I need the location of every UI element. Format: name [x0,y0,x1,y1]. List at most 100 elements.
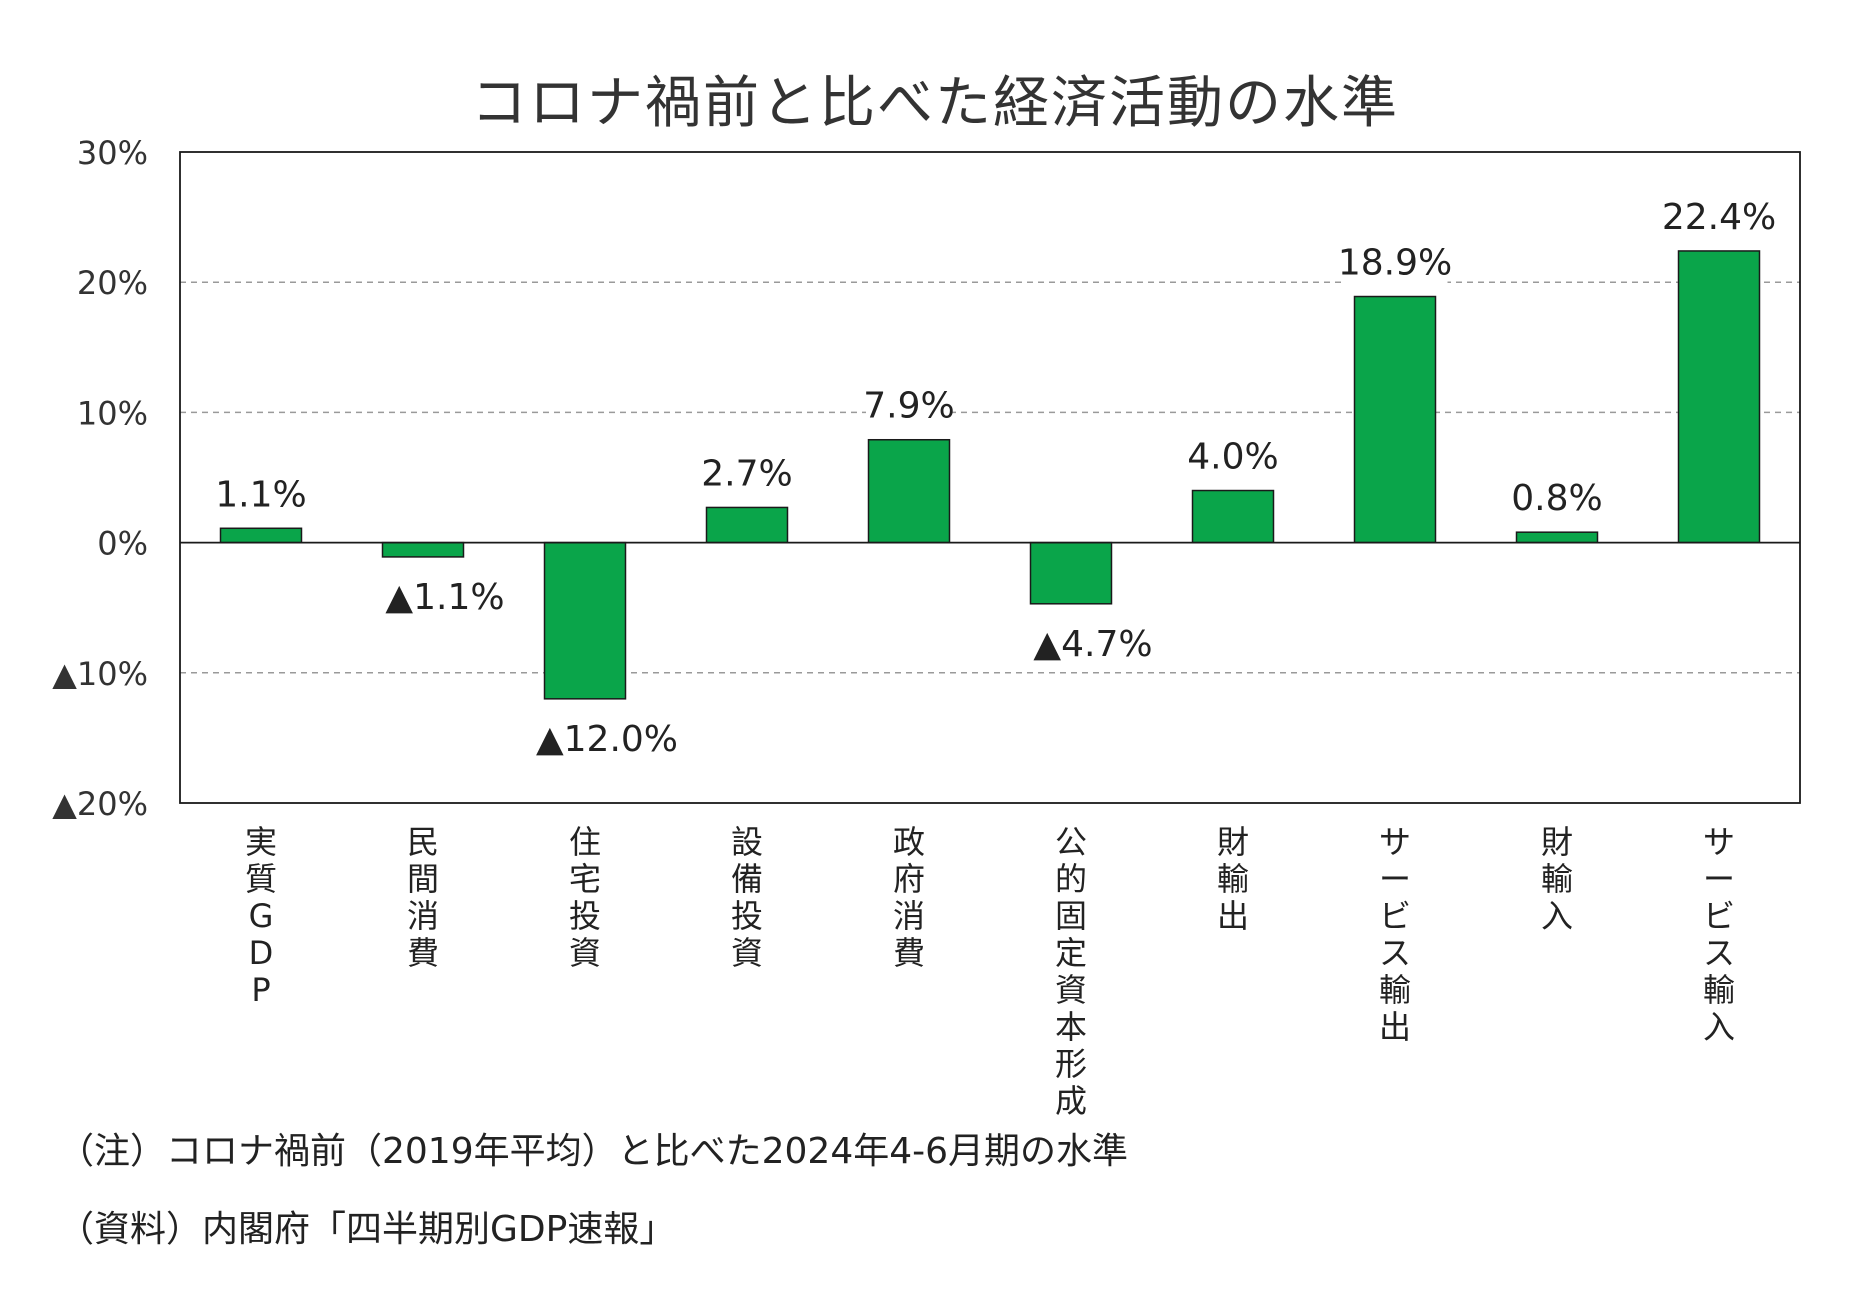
category-label: 民間消費 [407,823,439,972]
data-label: ▲12.0% [536,719,678,760]
category-char: 資 [731,934,763,972]
bar [1029,541,1113,605]
category-char: 資 [1055,971,1087,1009]
category-char: 形 [1055,1045,1087,1083]
bar [1353,295,1437,544]
data-label: ▲1.1% [385,577,504,618]
category-label: 住宅投資 [569,823,601,972]
category-label: 実質 G D P [245,823,277,1009]
category-char: 備 [731,860,763,898]
y-tick-label: 30% [77,134,148,172]
category-char: 費 [407,934,439,972]
data-label: 7.9% [863,386,954,427]
plot-border [179,151,1801,804]
category-char: ビ [1379,897,1411,935]
data-label: 18.9% [1338,243,1452,284]
y-tick-label: 0% [97,525,148,563]
category-char: 住 [569,823,601,861]
category-char: ビ [1703,897,1735,935]
category-char: 消 [407,897,439,935]
category-char: 府 [893,860,925,898]
bar [381,541,465,558]
category-char: D [249,934,274,972]
category-char: 政 [893,823,925,861]
category-char: 財 [1217,823,1249,861]
data-label-bg [545,716,669,761]
category-char: 資 [569,934,601,972]
category-char: 民 [407,823,439,861]
y-tick-label: 10% [77,394,148,432]
category-char: 投 [569,897,601,935]
category-char: 質 [245,860,277,898]
chart-title: コロナ禍前と比べた経済活動の水準 [471,71,1399,136]
bar [1677,250,1761,544]
bar [543,541,627,700]
labels: 30% 20% 10% 0% ▲10% ▲20% 1.1% 実質 G D P ▲1.1% 民間消費 ▲12… [52,134,1776,1120]
category-char: 輸 [1541,860,1573,898]
category-char: P [251,971,270,1009]
category-char: 出 [1217,897,1249,935]
footnote: （注）コロナ禍前（2019年平均）と比べた2024年4-6月期の水準 [58,1131,1129,1172]
category-label: 財輸出 [1217,823,1249,935]
axes [179,151,1801,804]
data-label: 2.7% [701,453,792,494]
data-label: 4.0% [1187,437,1278,478]
bar [1191,489,1275,544]
category-char: 的 [1055,860,1087,898]
y-tick-label: ▲20% [52,785,148,823]
y-tick-label: 20% [77,264,148,302]
category-char: 投 [731,897,763,935]
category-char: ー [1379,860,1411,898]
y-tick-label: ▲10% [52,655,148,693]
data-label: 22.4% [1662,197,1776,238]
category-char: 設 [731,823,763,861]
data-label: 0.8% [1511,478,1602,519]
category-char: 宅 [569,860,601,898]
category-char: 定 [1055,934,1087,972]
category-char: ス [1703,934,1735,972]
category-char: 入 [1703,1008,1735,1046]
bar [705,506,789,544]
data-label-bg [392,574,498,619]
category-label: サービス輸入 [1703,823,1735,1046]
category-char: ス [1379,934,1411,972]
category-char: 入 [1541,897,1573,935]
category-char: 輸 [1217,860,1249,898]
category-char: 輸 [1379,971,1411,1009]
data-label-bg [1666,194,1772,239]
category-char: 費 [893,934,925,972]
bar [219,527,303,544]
data-label-bg [704,451,790,496]
data-label-bg [1190,434,1276,479]
source-note: （資料）内閣府「四半期別GDP速報」 [58,1209,676,1250]
data-label: 1.1% [215,474,306,515]
data-label-bg [1514,476,1600,521]
category-label: 政府消費 [893,823,925,972]
category-char: 固 [1055,897,1087,935]
category-label: 公的固定資本形成 [1055,823,1087,1120]
category-char: 輸 [1703,971,1735,1009]
category-char: G [249,897,274,935]
category-label: サービス輸出 [1379,823,1411,1046]
data-label-bg [866,383,952,428]
data-label-bg [218,472,304,517]
category-label: 財輸入 [1541,823,1573,935]
category-char: ー [1703,860,1735,898]
category-char: サ [1703,823,1735,861]
bar [867,438,951,544]
category-char: 財 [1541,823,1573,861]
category-char: 成 [1055,1082,1087,1120]
grid-lines [180,281,1800,674]
category-char: 本 [1055,1008,1087,1046]
category-char: 消 [893,897,925,935]
category-char: 公 [1055,823,1087,861]
category-char: 実 [245,823,277,861]
data-label-bg [1040,621,1146,666]
bar [1515,531,1599,544]
category-char: 出 [1379,1008,1411,1046]
data-label: ▲4.7% [1033,624,1152,665]
data-label-bg [1342,240,1448,285]
bars [219,250,1761,700]
category-char: 間 [407,860,439,898]
